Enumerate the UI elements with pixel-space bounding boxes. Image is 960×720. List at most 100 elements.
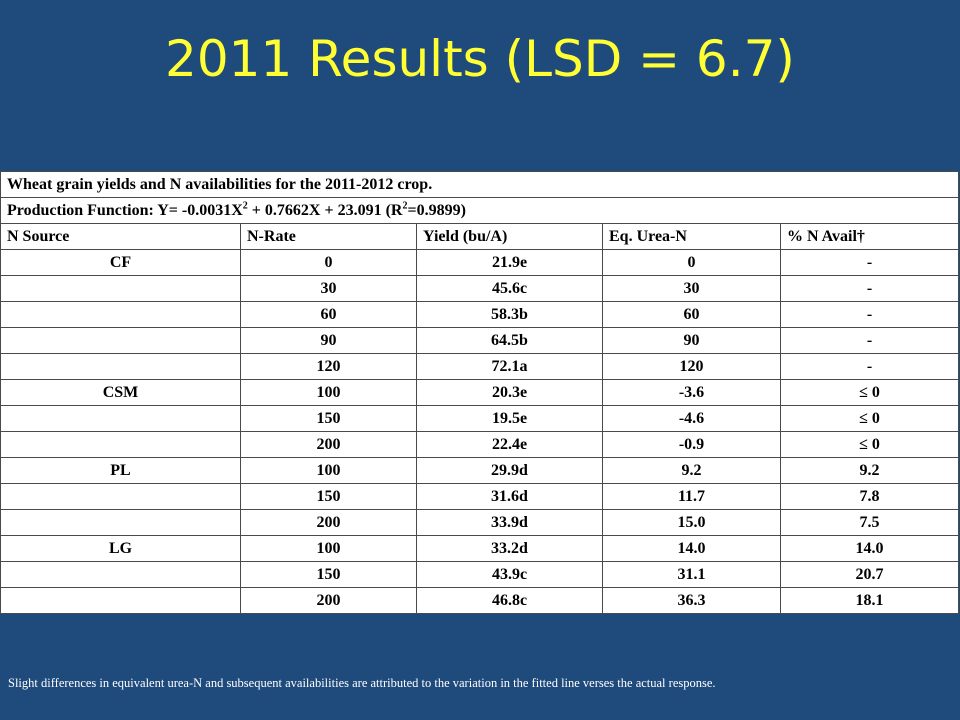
cell-n-rate: 120 [240, 353, 417, 380]
cell-yield: 72.1a [416, 353, 603, 380]
cell-pct-n-avail: - [780, 301, 959, 328]
header-yield: Yield (bu/A) [416, 223, 603, 250]
cell-yield: 22.4e [416, 431, 603, 458]
cell-eq-urea-n: -3.6 [602, 379, 781, 406]
cell-n-rate: 150 [240, 405, 417, 432]
cell-eq-urea-n: 14.0 [602, 535, 781, 562]
production-function-middle: + 0.7662X + 23.091 (R [247, 201, 403, 219]
table-row: CF 0 21.9e 0- [0, 249, 959, 276]
table-row: 90 64.5b 90- [0, 327, 959, 354]
table-row: LG 100 33.2d 14.0 14.0 [0, 535, 959, 562]
cell-pct-n-avail: 14.0 [780, 535, 959, 562]
table-row: 60 58.3b 60- [0, 301, 959, 328]
cell-eq-urea-n: -0.9 [602, 431, 781, 458]
cell-yield: 29.9d [416, 457, 603, 484]
cell-n-source [0, 405, 241, 432]
cell-yield: 31.6d [416, 483, 603, 510]
cell-n-source [0, 509, 241, 536]
header-pct-n-avail: % N Avail† [780, 223, 959, 250]
cell-n-rate: 0 [240, 249, 417, 276]
cell-eq-urea-n: 9.2 [602, 457, 781, 484]
cell-yield: 64.5b [416, 327, 603, 354]
cell-pct-n-avail: 9.2 [780, 457, 959, 484]
cell-n-source: CF [0, 249, 241, 276]
cell-n-source [0, 353, 241, 380]
cell-yield: 33.9d [416, 509, 603, 536]
cell-eq-urea-n: 11.7 [602, 483, 781, 510]
cell-pct-n-avail: - [780, 275, 959, 302]
cell-n-source [0, 561, 241, 588]
production-function-suffix: =0.9899) [407, 201, 466, 219]
cell-n-source [0, 587, 241, 614]
cell-pct-n-avail: - [780, 353, 959, 380]
cell-pct-n-avail: - [780, 249, 959, 276]
cell-pct-n-avail: - [780, 327, 959, 354]
table-row: 150 43.9c 31.1 20.7 [0, 561, 959, 588]
cell-eq-urea-n: 0 [602, 249, 781, 276]
cell-eq-urea-n: 60 [602, 301, 781, 328]
cell-pct-n-avail: ≤ 0 [780, 431, 959, 458]
cell-eq-urea-n: -4.6 [602, 405, 781, 432]
table-caption: Wheat grain yields and N availabilities … [0, 171, 959, 198]
results-table: Wheat grain yields and N availabilities … [0, 171, 959, 614]
cell-n-source: CSM [0, 379, 241, 406]
cell-n-source [0, 431, 241, 458]
cell-n-source: LG [0, 535, 241, 562]
production-function-exponent: 2 [242, 200, 248, 212]
cell-n-rate: 200 [240, 587, 417, 614]
production-function-prefix: Production Function: Y= -0.0031X [7, 201, 243, 219]
cell-n-source: PL [0, 457, 241, 484]
cell-pct-n-avail: 20.7 [780, 561, 959, 588]
cell-n-rate: 60 [240, 301, 417, 328]
table-header-row: N Source N-Rate Yield (bu/A) Eq. Urea-N … [0, 223, 959, 250]
results-table-container: Wheat grain yields and N availabilities … [0, 171, 959, 614]
cell-pct-n-avail: 7.8 [780, 483, 959, 510]
cell-n-rate: 200 [240, 509, 417, 536]
table-row: 200 22.4e -0.9 ≤ 0 [0, 431, 959, 458]
table-row: 150 31.6d 11.7 7.8 [0, 483, 959, 510]
r-squared-exponent: 2 [402, 200, 408, 212]
header-eq-urea-n: Eq. Urea-N [602, 223, 781, 250]
cell-n-source [0, 483, 241, 510]
cell-n-rate: 150 [240, 561, 417, 588]
cell-n-source [0, 327, 241, 354]
cell-yield: 20.3e [416, 379, 603, 406]
header-n-source: N Source [0, 223, 241, 250]
cell-n-rate: 200 [240, 431, 417, 458]
cell-eq-urea-n: 30 [602, 275, 781, 302]
cell-yield: 58.3b [416, 301, 603, 328]
cell-pct-n-avail: 18.1 [780, 587, 959, 614]
cell-yield: 33.2d [416, 535, 603, 562]
production-function: Production Function: Y= -0.0031X2 + 0.76… [0, 197, 959, 224]
cell-n-rate: 90 [240, 327, 417, 354]
cell-eq-urea-n: 31.1 [602, 561, 781, 588]
header-n-rate: N-Rate [240, 223, 417, 250]
cell-eq-urea-n: 36.3 [602, 587, 781, 614]
table-row: 200 33.9d 15.0 7.5 [0, 509, 959, 536]
cell-n-rate: 100 [240, 379, 417, 406]
slide-title: 2011 Results (LSD = 6.7) [165, 30, 795, 88]
cell-eq-urea-n: 90 [602, 327, 781, 354]
table-row: PL 100 29.9d 9.2 9.2 [0, 457, 959, 484]
table-row: 30 45.6c 30- [0, 275, 959, 302]
cell-pct-n-avail: ≤ 0 [780, 405, 959, 432]
cell-yield: 45.6c [416, 275, 603, 302]
cell-yield: 19.5e [416, 405, 603, 432]
table-row: 150 19.5e -4.6 ≤ 0 [0, 405, 959, 432]
table-row: 120 72.1a 120- [0, 353, 959, 380]
cell-n-rate: 30 [240, 275, 417, 302]
cell-n-rate: 150 [240, 483, 417, 510]
cell-yield: 43.9c [416, 561, 603, 588]
cell-pct-n-avail: 7.5 [780, 509, 959, 536]
cell-n-source [0, 301, 241, 328]
cell-pct-n-avail: ≤ 0 [780, 379, 959, 406]
cell-n-source [0, 275, 241, 302]
cell-n-rate: 100 [240, 457, 417, 484]
footnote: Slight differences in equivalent urea-N … [8, 676, 716, 690]
cell-eq-urea-n: 120 [602, 353, 781, 380]
cell-yield: 46.8c [416, 587, 603, 614]
cell-yield: 21.9e [416, 249, 603, 276]
table-row: CSM 100 20.3e -3.6 ≤ 0 [0, 379, 959, 406]
table-row: 200 46.8c 36.3 18.1 [0, 587, 959, 614]
cell-n-rate: 100 [240, 535, 417, 562]
